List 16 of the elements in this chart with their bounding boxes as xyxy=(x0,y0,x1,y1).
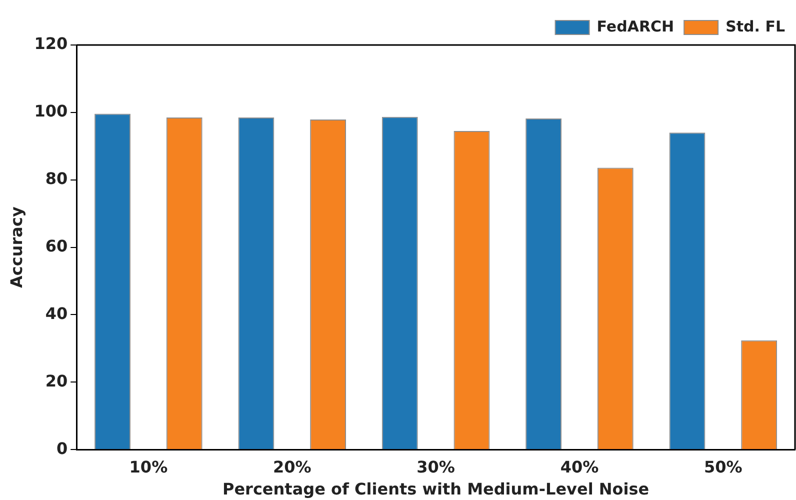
x-axis-title: Percentage of Clients with Medium-Level Noise xyxy=(222,480,650,499)
y-axis-title: Accuracy xyxy=(6,206,26,288)
legend-label: FedARCH xyxy=(596,17,674,36)
y-tick-label: 40 xyxy=(45,304,68,323)
y-tick-label: 60 xyxy=(45,236,68,256)
y-tick-label: 100 xyxy=(34,102,68,121)
x-tick-label: 40% xyxy=(560,457,599,476)
legend-label: Std. FL xyxy=(726,17,786,36)
y-tick-label: 0 xyxy=(56,438,68,458)
x-tick-label: 30% xyxy=(416,457,455,476)
x-tick-label: 50% xyxy=(704,457,742,476)
y-tick-label: 80 xyxy=(45,169,68,188)
x-tick-label: 20% xyxy=(272,457,312,476)
x-tick-label: 10% xyxy=(129,457,168,476)
y-tick-label: 20 xyxy=(45,371,68,390)
y-tick-label: 120 xyxy=(34,34,68,54)
